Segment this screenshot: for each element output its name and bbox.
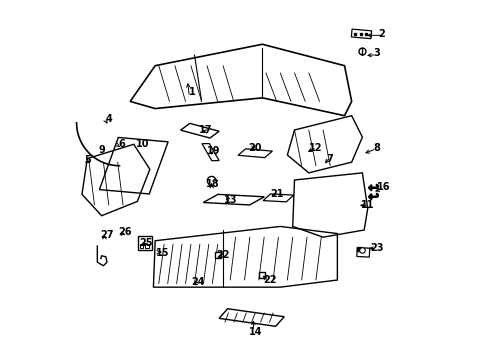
Text: 20: 20 (248, 143, 262, 153)
Text: 9: 9 (98, 145, 105, 155)
Text: 3: 3 (372, 48, 379, 58)
Text: 26: 26 (118, 227, 131, 237)
Text: 24: 24 (191, 277, 204, 287)
Text: 6: 6 (118, 139, 124, 149)
Text: 11: 11 (360, 200, 374, 210)
Text: 12: 12 (308, 143, 322, 153)
Text: 18: 18 (205, 179, 219, 189)
Text: 17: 17 (198, 125, 211, 135)
Text: 13: 13 (223, 195, 237, 204)
Text: 27: 27 (100, 230, 114, 240)
Text: 23: 23 (369, 243, 383, 253)
Text: 19: 19 (207, 147, 221, 157)
Text: 1: 1 (189, 87, 196, 98)
Text: 22: 22 (216, 250, 229, 260)
Text: 22: 22 (262, 275, 276, 285)
Text: 15: 15 (155, 248, 169, 258)
Text: 21: 21 (269, 189, 283, 199)
Text: 10: 10 (136, 139, 149, 149)
Text: 14: 14 (248, 327, 262, 337)
Text: 2: 2 (378, 28, 385, 39)
Text: 25: 25 (139, 238, 153, 248)
Text: 5: 5 (84, 156, 90, 165)
Text: 8: 8 (372, 143, 379, 153)
Text: 4: 4 (105, 114, 112, 124)
Text: 16: 16 (376, 182, 390, 192)
Text: 7: 7 (326, 154, 333, 163)
